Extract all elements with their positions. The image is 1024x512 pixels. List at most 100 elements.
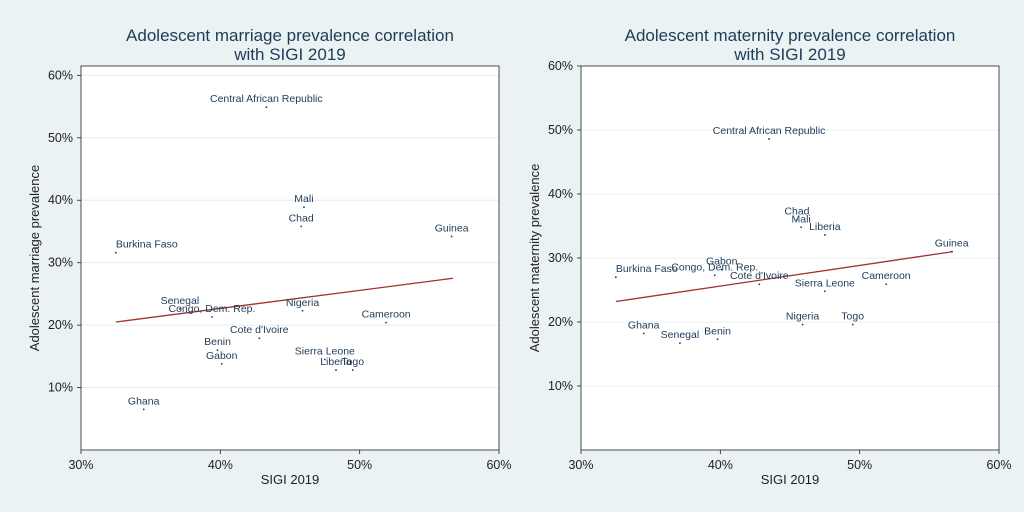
x-tick-label: 40% <box>708 458 733 472</box>
y-axis-title: Adolescent maternity prevalence <box>527 164 542 353</box>
point-label: Burkina Faso <box>616 263 678 275</box>
data-point <box>216 349 219 351</box>
data-point <box>211 316 213 318</box>
data-point <box>265 106 268 109</box>
point-label: Mali <box>294 193 313 205</box>
y-tick-label: 50% <box>48 131 73 145</box>
fit-line <box>615 250 954 303</box>
data-point <box>679 342 681 345</box>
chart-title-line-2: with SIGI 2019 <box>233 45 346 64</box>
y-tick-label: 40% <box>48 193 73 207</box>
point-label: Congo, Dem. Rep. <box>168 303 255 315</box>
point-label: Chad <box>784 206 809 218</box>
chart-title-line-1: Adolescent maternity prevalence correlat… <box>625 26 956 45</box>
point-label: Gabon <box>206 350 238 362</box>
point-label: Sierra Leone <box>795 277 855 289</box>
point-label: Nigeria <box>786 311 819 323</box>
point-label: Gabon <box>706 256 738 268</box>
data-point <box>258 337 261 340</box>
point-label: Benin <box>704 325 731 337</box>
y-tick-label: 50% <box>548 123 573 137</box>
point-label: Ghana <box>128 395 160 407</box>
chart-marriage: Adolescent marriage prevalence correlati… <box>27 26 512 487</box>
data-point <box>335 369 337 371</box>
y-tick-label: 60% <box>48 68 73 82</box>
data-point <box>450 235 453 238</box>
point-label: Togo <box>841 311 864 323</box>
point-label: Cameroon <box>362 309 411 321</box>
x-ticks: 30% 40% 50% 60% <box>68 450 512 472</box>
data-point <box>851 323 854 326</box>
data-point <box>713 274 716 277</box>
point-label: Ghana <box>628 320 660 332</box>
point-label: Liberia <box>320 356 352 368</box>
data-point <box>179 307 181 310</box>
data-point <box>142 408 145 411</box>
y-ticks: 10% 20% 30% 40% 50% 60% <box>48 68 81 395</box>
point-label: Central African Republic <box>713 125 826 137</box>
fit-line-group <box>615 250 954 303</box>
data-point <box>642 332 645 335</box>
y-ticks: 10% 20% 30% 40% 50% 60% <box>548 59 581 393</box>
y-axis-title: Adolescent marriage prevalence <box>27 165 42 351</box>
data-point <box>720 268 723 271</box>
x-ticks: 30% 40% 50% 60% <box>568 450 1012 472</box>
point-label: Central African Republic <box>210 93 323 105</box>
y-tick-label: 40% <box>548 187 573 201</box>
x-tick-label: 50% <box>847 458 872 472</box>
data-point <box>758 283 761 286</box>
data-point <box>800 226 803 229</box>
y-tick-label: 20% <box>48 318 73 332</box>
point-label: Sierra Leone <box>295 345 355 357</box>
point-label: Senegal <box>161 295 200 307</box>
point-label: Cote d'Ivoire <box>730 270 789 282</box>
plot-frame <box>80 65 500 451</box>
data-point <box>301 309 304 312</box>
data-point <box>768 138 770 140</box>
data-point <box>351 369 354 371</box>
data-point <box>796 218 798 221</box>
chart-title-line-2: with SIGI 2019 <box>733 45 846 64</box>
data-point <box>114 251 117 254</box>
point-label: Nigeria <box>286 297 319 309</box>
y-tick-label: 30% <box>548 251 573 265</box>
y-tick-label: 30% <box>48 256 73 270</box>
x-axis-title: SIGI 2019 <box>261 472 320 487</box>
data-point <box>823 234 826 236</box>
x-axis-title: SIGI 2019 <box>761 472 820 487</box>
point-label: Cote d'Ivoire <box>230 324 289 336</box>
points: Central African Republic Mali Chad Guinea Bu… <box>114 93 469 411</box>
data-point <box>300 225 303 228</box>
point-label: Benin <box>204 336 231 348</box>
x-tick-label: 60% <box>986 458 1011 472</box>
data-point <box>801 323 804 326</box>
y-tick-label: 20% <box>548 315 573 329</box>
y-tick-label: 10% <box>48 381 73 395</box>
data-point <box>220 362 223 365</box>
x-tick-label: 40% <box>208 458 233 472</box>
gridlines <box>81 74 499 389</box>
x-tick-label: 60% <box>486 458 511 472</box>
plot-area <box>81 66 499 450</box>
point-label: Chad <box>289 212 314 224</box>
data-point <box>716 338 719 341</box>
data-point <box>823 290 826 293</box>
x-tick-label: 30% <box>68 458 93 472</box>
data-point <box>385 321 388 324</box>
point-label: Liberia <box>809 221 841 233</box>
y-tick-label: 60% <box>548 59 573 73</box>
point-label: Cameroon <box>862 270 911 282</box>
y-tick-label: 10% <box>548 379 573 393</box>
chart-title-line-1: Adolescent marriage prevalence correlati… <box>126 26 454 45</box>
chart-maternity: Adolescent maternity prevalence correlat… <box>527 26 1012 487</box>
x-tick-label: 30% <box>568 458 593 472</box>
fit-line <box>115 277 454 323</box>
data-point <box>323 358 326 361</box>
point-label: Guinea <box>935 238 969 250</box>
point-label: Togo <box>341 356 364 368</box>
point-label: Burkina Faso <box>116 239 178 251</box>
data-point <box>885 283 888 286</box>
data-point <box>303 206 305 209</box>
